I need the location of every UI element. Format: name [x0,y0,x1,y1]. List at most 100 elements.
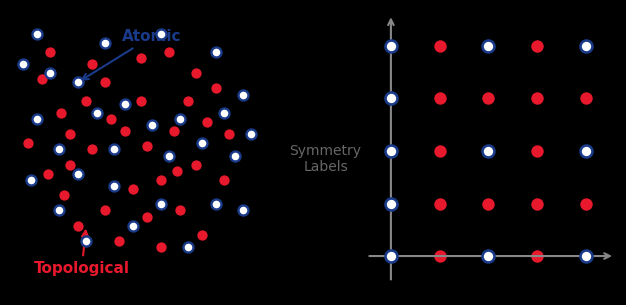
Point [26,178,36,182]
Point [219,178,229,182]
Point [386,253,396,258]
Point [120,101,130,106]
Point [434,44,444,48]
Point [483,96,493,101]
Point [86,147,96,152]
Point [54,208,64,213]
Point [59,193,69,198]
Point [73,171,83,176]
Point [155,178,165,182]
Point [73,171,83,176]
Point [581,44,591,48]
Point [18,62,28,66]
Text: Topological: Topological [34,231,130,276]
Point [155,202,165,207]
Point [128,223,138,228]
Point [386,44,396,48]
Point [155,31,165,36]
Point [581,149,591,153]
Point [197,141,207,146]
Point [56,110,66,115]
Point [581,96,591,101]
Point [109,184,119,188]
Point [114,239,124,243]
Point [434,253,444,258]
Point [73,80,83,85]
Point [219,110,229,115]
Point [172,168,182,173]
Point [532,253,542,258]
Point [581,44,591,48]
Point [197,232,207,237]
Point [532,44,542,48]
Point [128,187,138,192]
Point [109,147,119,152]
Point [120,101,130,106]
Point [54,147,64,152]
Point [86,62,96,66]
Point [92,110,102,115]
Point [247,132,257,137]
Point [81,239,91,243]
Point [109,184,119,188]
Point [386,96,396,101]
Point [202,120,212,124]
Point [386,44,396,48]
Point [64,132,74,137]
Point [183,245,193,249]
Point [183,98,193,103]
Point [100,40,110,45]
Point [532,149,542,153]
Point [434,96,444,101]
Point [532,201,542,206]
Point [45,71,55,76]
Point [92,110,102,115]
Point [54,208,64,213]
Point [483,253,493,258]
Point [175,117,185,121]
Point [73,223,83,228]
Point [81,239,91,243]
Point [100,40,110,45]
Point [386,201,396,206]
Point [31,117,41,121]
Point [45,49,55,54]
Point [230,153,240,158]
Point [386,201,396,206]
Point [483,149,493,153]
Point [31,117,41,121]
Point [581,253,591,258]
Point [175,208,185,213]
Point [238,92,248,97]
Point [197,141,207,146]
Point [64,162,74,167]
Point [483,44,493,48]
Point [141,214,151,219]
Point [247,132,257,137]
Point [155,202,165,207]
Point [109,147,119,152]
Point [26,178,36,182]
Point [581,253,591,258]
Point [155,31,165,36]
Point [100,208,110,213]
Point [192,71,202,76]
Point [219,110,229,115]
Point [238,208,248,213]
Point [147,123,157,127]
Point [141,144,151,149]
Point [581,201,591,206]
Text: Symmetry
Labels: Symmetry Labels [289,143,362,174]
Point [483,149,493,153]
Point [386,253,396,258]
Point [483,44,493,48]
Point [136,98,146,103]
Point [210,86,220,91]
Point [175,117,185,121]
Point [136,56,146,60]
Point [434,149,444,153]
Point [386,149,396,153]
Point [73,80,83,85]
Text: Atomic: Atomic [82,29,182,80]
Point [164,49,174,54]
